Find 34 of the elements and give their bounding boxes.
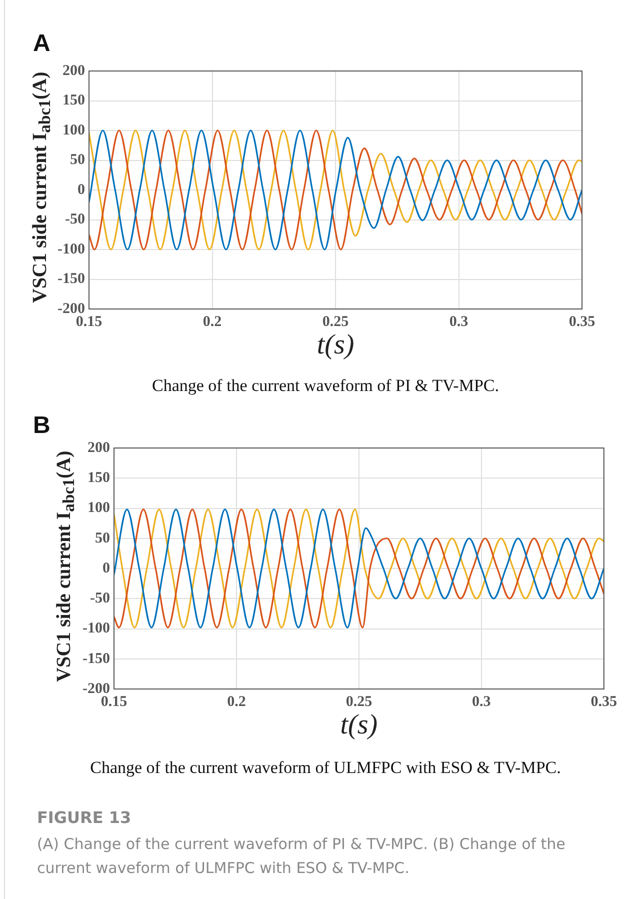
- x-tick-label: 0.25: [346, 694, 372, 710]
- text: (A) Change of the current waveform of PI & TV-MPC. (B) Change of the current waveform of ULMFPC with ESO & TV-MPC.: [37, 834, 566, 879]
- x-tick-label: 0.2: [227, 694, 246, 710]
- y-tick-label: 150: [88, 470, 110, 486]
- x-tick-label: 0.3: [449, 314, 468, 330]
- y-tick-label: 100: [88, 500, 110, 516]
- x-tick-label: 0.2: [202, 314, 222, 330]
- y-tick-label: 50: [95, 530, 110, 546]
- y-tick-label: 0: [102, 560, 110, 576]
- x-axis-title: t(s): [340, 710, 378, 741]
- y-tick-label: -50: [65, 212, 85, 228]
- x-tick-label: 0.35: [568, 314, 596, 330]
- x-tick-label: 0.3: [472, 694, 491, 710]
- y-tick-label: 100: [62, 122, 85, 138]
- y-tick-label: -150: [58, 271, 85, 288]
- y-tick-label: 50: [70, 152, 85, 168]
- caption: FIGURE 13: [37, 808, 132, 827]
- chart-title: A: [33, 30, 50, 58]
- text: Change of the current waveform of ULMFPC with ESO & TV-MPC.: [89, 758, 562, 778]
- y-tick-label: 0: [78, 182, 85, 198]
- x-tick-label: 0.25: [322, 314, 349, 330]
- y-tick-label: 200: [88, 440, 110, 456]
- text: Change of the current waveform of PI & TV-MPC.: [150, 376, 500, 396]
- chart-title: B: [33, 412, 50, 440]
- y-tick-label: -150: [82, 650, 110, 667]
- y-tick-label: 200: [62, 62, 85, 79]
- x-axis-title: t(s): [316, 330, 354, 361]
- y-tick-label: 150: [62, 92, 85, 109]
- y-tick-label: -100: [58, 241, 85, 258]
- x-tick-label: 0.35: [590, 694, 617, 710]
- line-series: [89, 130, 582, 250]
- line-series: [114, 508, 604, 628]
- y-tick-label: -50: [90, 590, 110, 606]
- y-tick-label: -100: [82, 620, 110, 637]
